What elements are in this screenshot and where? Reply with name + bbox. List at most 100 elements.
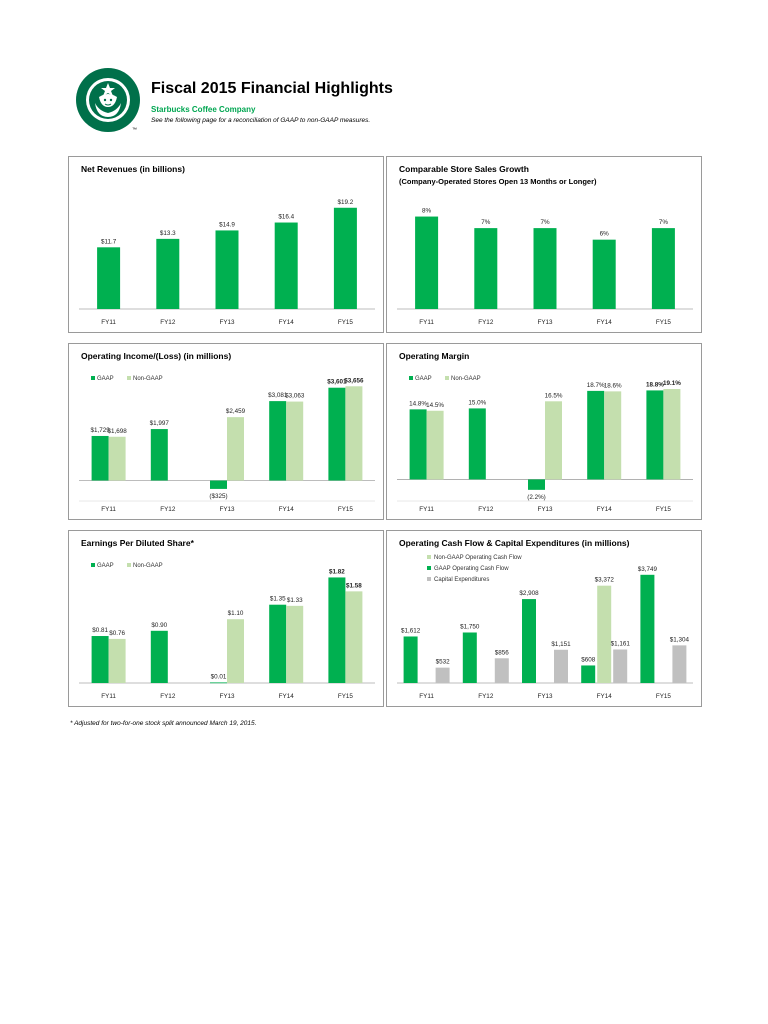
x-tick-label-fy14: FY14 <box>279 693 295 700</box>
data-label-gaap-operating-cash-flow-fy12: $1,750 <box>460 623 480 630</box>
cash-flow-chart: Non-GAAP Operating Cash Flow GAAP Operati… <box>397 555 693 700</box>
bar-gaap-fy13 <box>528 479 545 490</box>
data-label-non-gaap-fy14: $1.33 <box>287 597 303 604</box>
data-label-gaap-fy12: 15.0% <box>468 399 486 406</box>
data-label-non-gaap-fy11: 14.5% <box>426 402 444 409</box>
data-label-gaap-fy14: $3,081 <box>268 392 288 399</box>
bar-non-gaap-fy14 <box>604 391 622 480</box>
bar-capital-expenditures-fy11 <box>435 667 450 683</box>
x-tick-label-fy15: FY15 <box>338 506 354 513</box>
bar-capital-expenditures-fy13 <box>554 649 568 683</box>
bar-gaap-fy15 <box>646 390 664 480</box>
bar-gaap-fy12 <box>468 408 486 480</box>
data-label-non-gaap-fy13: $2,459 <box>226 408 246 415</box>
data-label-non-gaap-fy15: $3,656 <box>344 377 364 384</box>
bar-non-gaap-fy11 <box>108 638 126 683</box>
legend-label-capital-expenditures: Capital Expenditures <box>434 577 489 583</box>
x-tick-label-fy11: FY11 <box>419 506 434 513</box>
chart-title: Net Revenues (in billions) <box>81 164 185 174</box>
svg-text:™: ™ <box>132 127 137 133</box>
bar-gaap-operating-cash-flow-fy15 <box>640 574 655 683</box>
data-label-gaap-operating-cash-flow-fy15: $3,749 <box>638 566 658 573</box>
bar-gaap-fy11 <box>409 409 427 480</box>
data-label-comparable-store-sales-growth-fy12: 7% <box>481 219 491 226</box>
bar-net-revenues-fy11 <box>97 247 121 309</box>
legend-label-gaap: GAAP <box>97 563 114 569</box>
company-name: Starbucks Coffee Company <box>151 105 256 114</box>
reconciliation-note: See the following page for a reconciliat… <box>151 117 371 124</box>
chart-subtitle: (Company-Operated Stores Open 13 Months … <box>399 177 597 186</box>
data-label-non-gaap-fy13: $1.10 <box>228 610 244 617</box>
data-label-gaap-fy15: 18.8% <box>646 381 664 388</box>
panel-operating-income: Operating Income/(Loss) (in millions) GA… <box>68 343 384 520</box>
data-label-comparable-store-sales-growth-fy15: 7% <box>659 219 669 226</box>
legend-label-gaap-operating-cash-flow: GAAP Operating Cash Flow <box>434 566 509 572</box>
data-label-comparable-store-sales-growth-fy14: 6% <box>600 231 610 238</box>
bar-net-revenues-fy12 <box>156 238 180 309</box>
bar-non-gaap-fy14 <box>286 401 304 481</box>
bar-gaap-fy13 <box>210 682 227 684</box>
bar-non-gaap-fy15 <box>345 591 363 683</box>
data-label-gaap-operating-cash-flow-fy14: $608 <box>581 656 596 663</box>
bar-comparable-store-sales-growth-fy12 <box>474 228 498 309</box>
eps-chart: GAAP Non-GAAP $0.81 $0.76 FY11 $0.90 FY12 $0.01… <box>79 563 375 700</box>
bar-gaap-fy14 <box>587 390 605 480</box>
x-tick-label-fy11: FY11 <box>101 506 116 513</box>
comp-sales-chart: 8% FY11 7% FY12 7% FY13 6% FY14 7% FY15 <box>397 208 693 326</box>
bar-gaap-fy12 <box>150 630 168 683</box>
data-label-capital-expenditures-fy14: $1,161 <box>611 640 631 647</box>
data-label-non-gaap-fy15: $1.58 <box>346 582 362 589</box>
bar-capital-expenditures-fy14 <box>613 649 628 683</box>
x-tick-label-fy14: FY14 <box>597 506 613 513</box>
bar-comparable-store-sales-growth-fy13 <box>533 228 557 309</box>
chart-title: Comparable Store Sales Growth <box>399 164 529 174</box>
data-label-gaap-fy12: $0.90 <box>151 622 167 629</box>
data-label-capital-expenditures-fy15: $1,304 <box>670 636 690 643</box>
bar-gaap-fy15 <box>328 387 346 481</box>
data-label-capital-expenditures-fy13: $1,151 <box>551 641 571 648</box>
x-tick-label-fy11: FY11 <box>101 693 116 700</box>
data-label-gaap-fy11: 14.8% <box>409 400 427 407</box>
data-label-non-gaap-operating-cash-flow-fy14: $3,372 <box>595 577 615 584</box>
bar-capital-expenditures-fy12 <box>494 658 509 683</box>
data-label-gaap-fy12: $1,997 <box>150 420 170 427</box>
x-tick-label-fy15: FY15 <box>656 506 672 513</box>
bar-capital-expenditures-fy15 <box>672 645 687 683</box>
bar-comparable-store-sales-growth-fy14 <box>592 239 616 309</box>
x-tick-label-fy12: FY12 <box>478 319 494 326</box>
data-label-net-revenues-fy11: $11.7 <box>101 238 117 245</box>
data-label-gaap-fy15: $1.82 <box>329 568 345 575</box>
bar-gaap-fy15 <box>328 577 346 683</box>
x-tick-label-fy12: FY12 <box>160 693 176 700</box>
bar-gaap-operating-cash-flow-fy11 <box>403 636 418 683</box>
legend-label-non-gaap: Non-GAAP <box>133 376 163 382</box>
panel-net-revenues: Net Revenues (in billions) $11.7 FY11 $13.… <box>68 156 384 333</box>
data-label-non-gaap-fy15: 19.1% <box>663 380 681 387</box>
legend-label-non-gaap: Non-GAAP <box>451 376 481 382</box>
starbucks-logo: ™ <box>76 68 140 133</box>
bar-gaap-fy13 <box>210 480 227 489</box>
operating-income-chart: GAAP Non-GAAP $1,729$1,698 FY11 $1,997 FY12 ($… <box>79 376 375 513</box>
x-tick-label-fy15: FY15 <box>338 693 354 700</box>
x-tick-label-fy12: FY12 <box>160 319 176 326</box>
x-tick-label-fy12: FY12 <box>478 506 494 513</box>
legend-swatch-non-gaap <box>127 563 131 567</box>
legend-swatch-gaap <box>409 376 413 380</box>
bar-gaap-fy12 <box>150 429 168 481</box>
legend-swatch-gaap-operating-cash-flow <box>427 566 431 570</box>
x-tick-label-fy13: FY13 <box>537 506 553 513</box>
bar-non-gaap-fy11 <box>108 436 126 481</box>
data-label-gaap-fy11: $0.81 <box>92 627 108 634</box>
data-label-comparable-store-sales-growth-fy11: 8% <box>422 208 432 215</box>
data-label-net-revenues-fy15: $19.2 <box>338 199 354 206</box>
data-label-comparable-store-sales-growth-fy13: 7% <box>540 219 550 226</box>
net-revenues-chart: $11.7 FY11 $13.3 FY12 $14.9 FY13 $16.4 FY14 $19.… <box>79 199 375 326</box>
x-tick-label-fy13: FY13 <box>219 319 235 326</box>
legend-swatch-non-gaap-operating-cash-flow <box>427 555 431 559</box>
x-tick-label-fy13: FY13 <box>537 319 553 326</box>
x-tick-label-fy14: FY14 <box>597 693 613 700</box>
panel-eps: Earnings Per Diluted Share* GAAP Non-GAAP… <box>68 530 384 707</box>
data-label-gaap-fy14: 18.7% <box>587 382 605 389</box>
x-tick-label-fy13: FY13 <box>537 693 553 700</box>
bar-non-gaap-fy11 <box>426 410 444 480</box>
